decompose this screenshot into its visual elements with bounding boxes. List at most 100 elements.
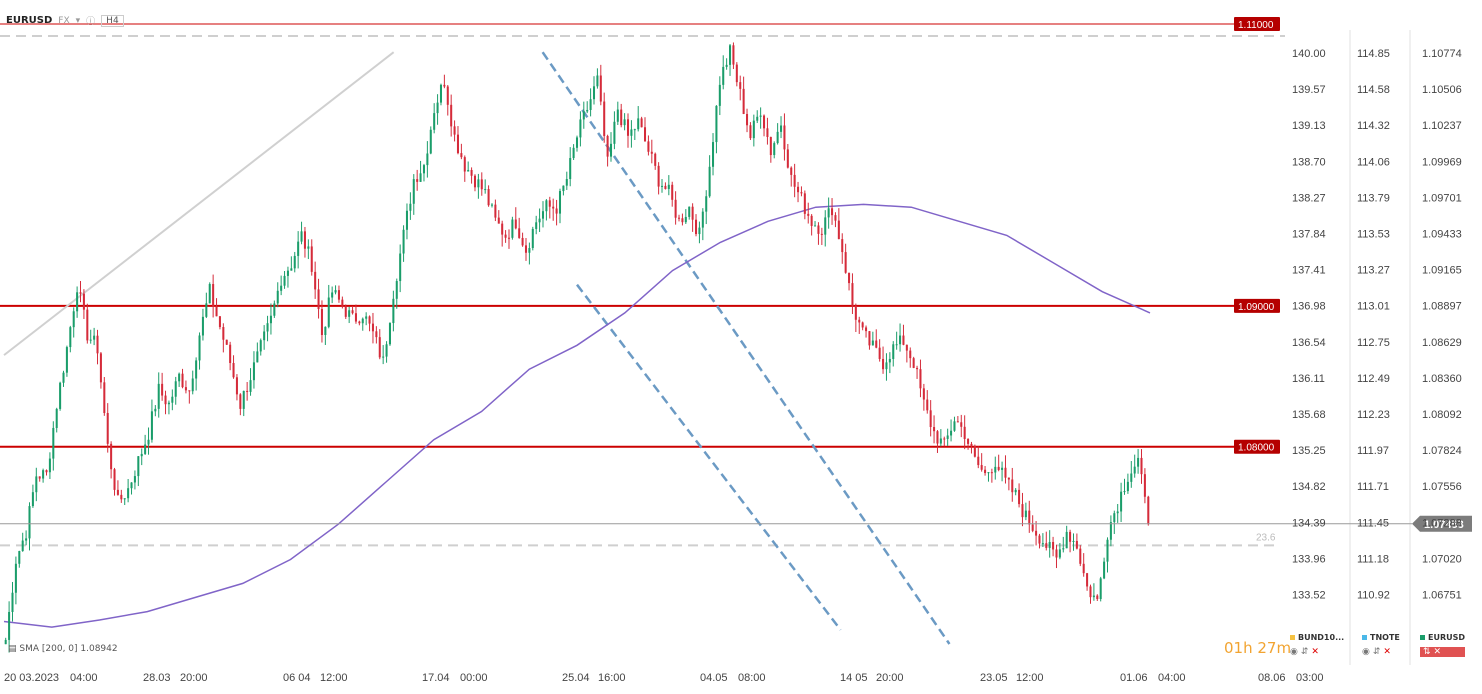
candle-body [52, 427, 55, 459]
legend-item-eurusd[interactable]: EURUSD ⇅✕ [1420, 633, 1466, 657]
axis-tick-label: 133.96 [1292, 553, 1326, 565]
axis-tick-label: 1.09433 [1422, 229, 1462, 241]
x-tick-label: 06 04 [283, 672, 311, 684]
candle-body [307, 246, 310, 249]
candle-body [827, 208, 830, 218]
candle-body [888, 358, 891, 363]
candle-body [943, 438, 946, 440]
candle-body [1001, 467, 1004, 470]
move-icon[interactable]: ⇵ [1372, 647, 1384, 657]
sma-indicator-label[interactable]: ▤ SMA [200, 0] 1.08942 [8, 644, 118, 654]
legend-item-tnote[interactable]: TNOTE ◉⇵✕ [1362, 633, 1400, 657]
axis-tick-label: 1.07020 [1422, 553, 1462, 565]
candle-body [490, 204, 494, 206]
candle-body [732, 45, 735, 65]
candle-body [654, 153, 657, 166]
close-icon[interactable]: ✕ [1383, 647, 1394, 657]
candle-body [1086, 573, 1089, 587]
candle-body [776, 131, 779, 144]
axis-tick-label: 137.41 [1292, 265, 1326, 277]
candle-body [871, 340, 874, 346]
candle-body [38, 476, 41, 479]
x-tick-label: 03:00 [1296, 672, 1324, 684]
axis-tick-label: 1.08092 [1422, 409, 1462, 421]
candle-body [671, 184, 674, 200]
eurusd-controls[interactable]: ⇅✕ [1420, 647, 1466, 657]
candle-body [620, 109, 623, 126]
candle-body [722, 66, 725, 85]
candle-body [657, 165, 660, 187]
candle-body [161, 383, 164, 396]
move-icon[interactable]: ⇵ [1300, 647, 1312, 657]
axis-tick-label: 136.11 [1292, 373, 1325, 385]
candle-body [538, 218, 541, 223]
x-tick-label: 28.03 [143, 672, 171, 684]
tnote-controls[interactable]: ◉⇵✕ [1362, 647, 1400, 657]
x-tick-label: 12:00 [1016, 672, 1044, 684]
candle-body [181, 373, 184, 388]
candle-body [987, 472, 990, 474]
eye-icon[interactable]: ◉ [1290, 647, 1301, 657]
candle-body [477, 179, 480, 188]
x-tick-label: 17.04 [422, 672, 450, 684]
candle-body [739, 82, 742, 89]
candle-body [922, 388, 925, 400]
candle-body [810, 215, 813, 226]
axis-tick-label: 1.09701 [1422, 192, 1462, 204]
candle-body [1011, 479, 1014, 493]
candle-body [154, 408, 157, 412]
candle-body [984, 469, 987, 474]
candle-body [1089, 586, 1092, 598]
axis-tick-label: 1.08897 [1422, 301, 1462, 313]
axis-tick-label: 112.75 [1357, 337, 1390, 349]
candle-body [14, 563, 17, 593]
candle-body [42, 470, 45, 479]
legend-item-bund[interactable]: BUND10... ◉⇵✕ [1290, 633, 1344, 657]
candle-body [1096, 595, 1099, 600]
candle-body [691, 206, 694, 220]
settings-icon[interactable]: ⇅ [1423, 647, 1434, 657]
candle-body [609, 143, 613, 157]
candle-body [484, 189, 487, 191]
candle-body [184, 387, 187, 391]
candle-body [18, 551, 21, 564]
candle-body [528, 248, 531, 253]
candle-body [1018, 489, 1021, 505]
candle-body [4, 639, 7, 645]
candle-body [55, 408, 58, 428]
candle-body [460, 153, 463, 158]
level-badge [1234, 17, 1280, 31]
candle-body [280, 285, 283, 291]
candle-body [456, 134, 459, 154]
candle-body [807, 213, 810, 216]
candle-body [800, 192, 803, 194]
axis-tick-label: 1.08360 [1422, 373, 1462, 385]
candle-body [1133, 466, 1136, 474]
timeframe-selector[interactable]: H4 [101, 14, 124, 27]
candle-body [861, 322, 864, 328]
bund-controls[interactable]: ◉⇵✕ [1290, 647, 1344, 657]
info-icon[interactable]: ⓘ [86, 17, 96, 27]
eye-icon[interactable]: ◉ [1362, 647, 1373, 657]
candle-body [1055, 549, 1058, 558]
candle-body [613, 121, 616, 144]
axis-tick-label: 1.07556 [1422, 481, 1462, 493]
chevron-down-icon[interactable]: ▾ [75, 15, 81, 26]
candle-body [596, 75, 599, 87]
candle-body [599, 75, 602, 102]
axis-tick-label: 111.71 [1357, 481, 1389, 493]
legend-tnote-label: TNOTE [1370, 633, 1400, 642]
candle-body [1123, 491, 1126, 493]
candle-body [633, 129, 636, 131]
tnote-color-swatch [1362, 635, 1367, 640]
close-icon[interactable]: ✕ [1433, 647, 1445, 657]
candle-body [586, 109, 589, 112]
x-tick-label: 20:00 [180, 672, 208, 684]
market-label: FX [58, 15, 70, 26]
symbol-label[interactable]: EURUSD [6, 15, 53, 26]
close-icon[interactable]: ✕ [1311, 647, 1322, 657]
candle-body [239, 394, 242, 409]
candle-body [1140, 457, 1143, 475]
